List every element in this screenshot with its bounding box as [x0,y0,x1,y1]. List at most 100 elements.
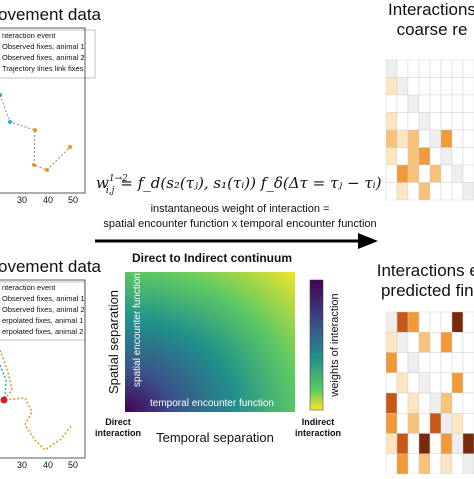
y-label: Spatial separation [106,290,121,394]
matrix-cell [462,453,474,475]
matrix-cell [407,112,420,131]
fix [8,120,12,124]
heatmap [125,272,295,412]
legend-item: Observed fixes, animal 2 [2,305,85,314]
panel-title: predicted fine [381,281,474,300]
matrix-cell [396,352,409,373]
matrix-cell [407,182,420,201]
panel-title: ovement data [0,257,102,276]
matrix-cell [451,94,464,113]
matrix-cell [385,94,398,113]
matrix-cell [451,59,464,78]
matrix-cell [462,112,474,131]
matrix-cell [407,433,420,454]
matrix-cell [440,392,453,414]
matrix-cell [451,147,464,166]
matrix-cell [418,413,431,434]
matrix-cell [440,332,453,353]
matrix-cell [396,77,409,96]
matrix-cell [451,372,464,394]
matrix-cell [418,164,431,183]
matrix-cell [429,59,442,78]
matrix-cell [418,112,431,131]
matrix-cell [385,112,398,131]
matrix-cell [407,129,420,148]
matrix-cell [396,182,409,201]
trajectory [0,94,71,171]
matrix-cell [407,453,420,475]
fix [32,163,36,167]
matrix-cell [429,129,442,148]
matrix-cell [385,129,398,148]
legend-item: Trajectory lines link fixes [2,64,84,73]
matrix-cell [385,147,398,166]
caption: spatial encounter function x temporal en… [103,218,376,230]
matrix-cell [418,372,431,394]
matrix-cell [407,352,420,373]
formula-part: w [96,174,109,192]
matrix-cell [396,129,409,148]
end-label: interaction [295,428,341,438]
matrix-cell [451,112,464,131]
matrix-cell [462,311,474,333]
matrix-cell [407,413,420,434]
matrix-cell [440,352,453,373]
inner-label: temporal encounter function [150,398,274,409]
matrix-cell [451,453,464,475]
fix [45,168,49,172]
matrix-cell [440,433,453,454]
matrix-cell [462,164,474,183]
matrix-cell [396,332,409,353]
matrix-cell [385,77,398,96]
matrix-cell [407,147,420,166]
matrix-cell [418,94,431,113]
legend-item: erpolated fixes, animal 1 [2,316,83,325]
matrix-cell [385,332,398,353]
plot-frame [0,279,86,459]
legend-item: erpolated fixes, animal 2 [2,327,83,336]
matrix-cell [462,413,474,434]
colorbar [309,279,324,411]
matrix-cell [396,433,409,454]
matrix-cell [418,147,431,166]
matrix-cell [385,453,398,475]
panel-title: coarse re [397,20,468,39]
matrix-cell [429,77,442,96]
matrix-cell [440,413,453,434]
trajectory [0,349,73,451]
inner-label: spatial encounter function [132,273,143,387]
matrix-cell [440,129,453,148]
legend-box [0,29,96,79]
formula-part: 1→2 [109,174,128,184]
matrix-cell [418,59,431,78]
legend-item: Observed fixes, animal 1 [2,294,85,303]
matrix-cell [451,164,464,183]
matrix [385,59,474,201]
matrix-cell [440,453,453,475]
matrix-cell [440,94,453,113]
formula-part: = f_d(s₂(τⱼ), s₁(τᵢ)) f_δ(Δτ = τⱼ − τᵢ) [120,174,381,192]
matrix-cell [462,129,474,148]
matrix-cell [451,182,464,201]
matrix-cell [440,147,453,166]
matrix-cell [396,372,409,394]
matrix-cell [440,112,453,131]
matrix-cell [462,182,474,201]
matrix-cell [385,311,398,333]
x-tick-label: 50 [68,460,78,470]
arrow-head [358,233,378,249]
matrix-cell [396,147,409,166]
matrix-cell [418,332,431,353]
matrix-cell [451,392,464,414]
matrix-cell [418,182,431,201]
matrix-cell [440,77,453,96]
center-title: Direct to Indirect continuum [132,251,292,265]
trajectory [0,364,7,399]
matrix-cell [440,372,453,394]
matrix-cell [462,372,474,394]
x-label: Temporal separation [156,430,274,445]
matrix-cell [418,77,431,96]
matrix-cell [396,453,409,475]
matrix-cell [462,147,474,166]
matrix-cell [418,392,431,414]
